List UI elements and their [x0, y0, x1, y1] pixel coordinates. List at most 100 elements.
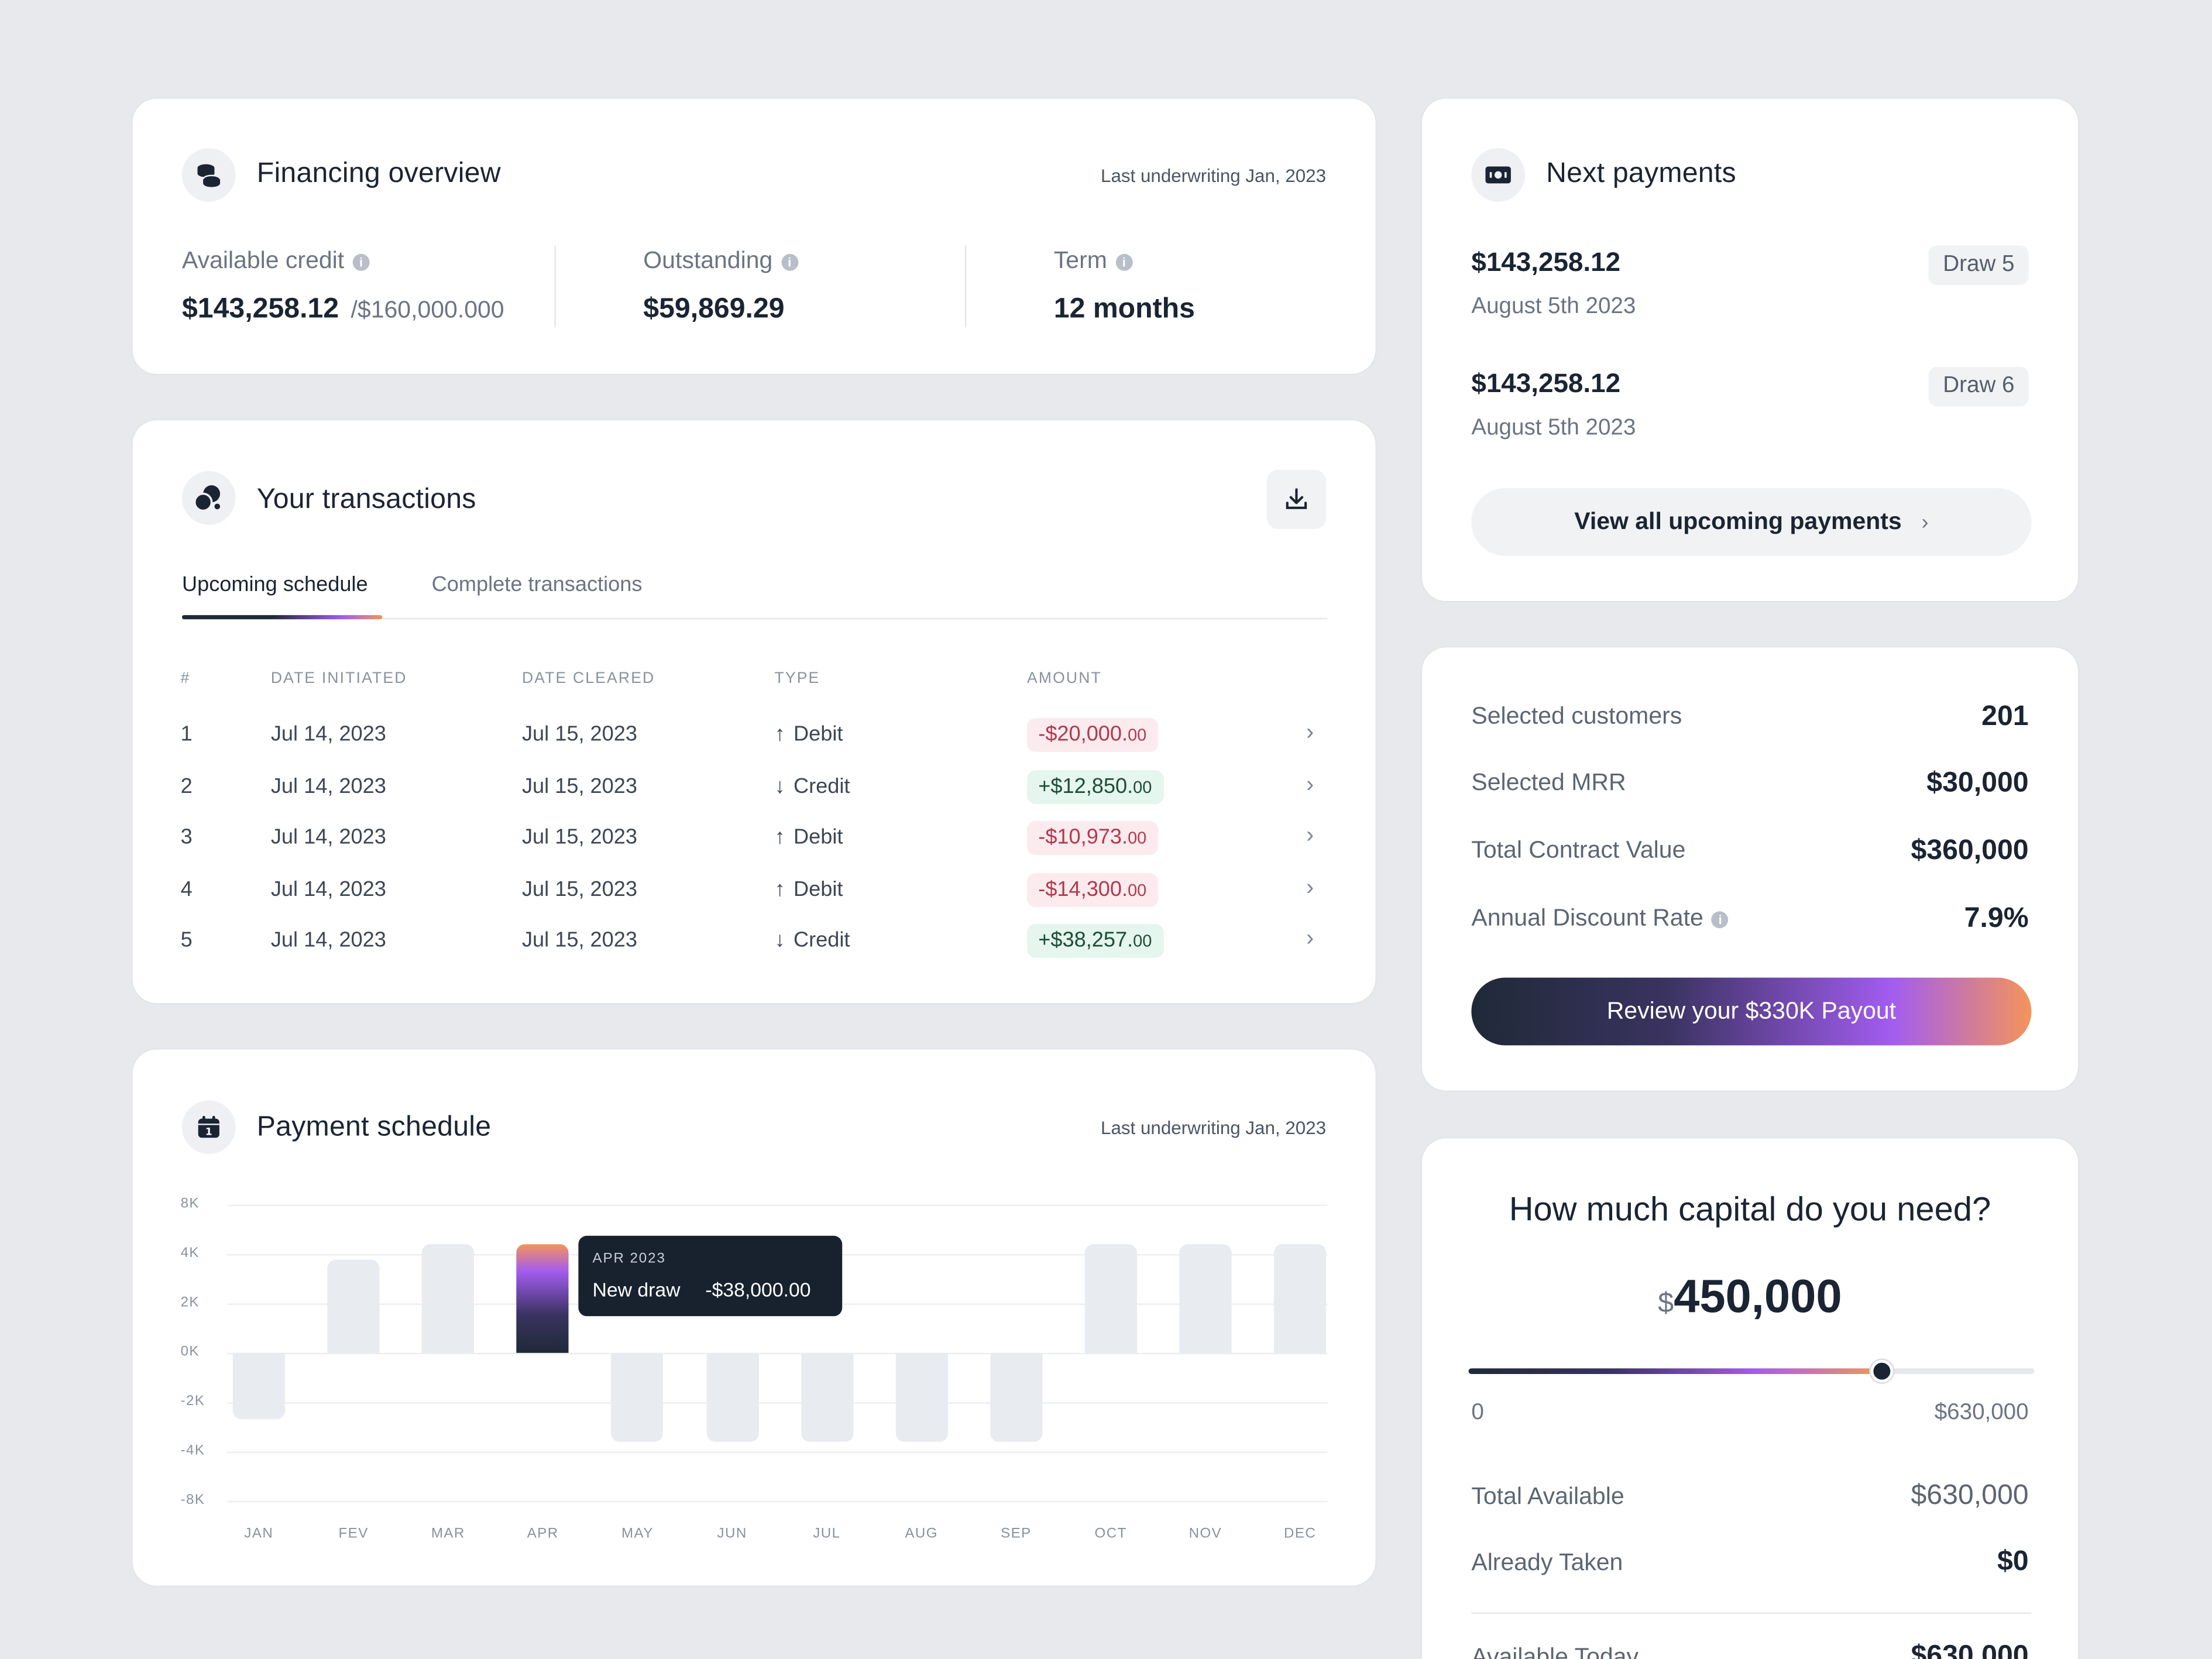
- tooltip-month: APR 2023: [592, 1251, 666, 1267]
- last-underwriting: Last underwriting Jan, 2023: [1101, 165, 1327, 187]
- arrow-down-icon: ↓: [774, 928, 785, 953]
- info-icon[interactable]: i: [1712, 911, 1729, 929]
- cash-icon: [1471, 148, 1525, 202]
- chart-bar[interactable]: [801, 1352, 853, 1442]
- chevron-right-icon[interactable]: ›: [1306, 720, 1314, 745]
- payout-summary-card: Selected customers 201 Selected MRR $30,…: [1420, 646, 2080, 1092]
- transactions-title: Your transactions: [256, 483, 476, 515]
- chart-bar[interactable]: [706, 1352, 758, 1442]
- chart-bar[interactable]: [895, 1352, 948, 1442]
- outstanding-value: $59,869.29: [643, 293, 785, 325]
- amount-badge: +$38,257.00: [1026, 924, 1163, 958]
- transaction-type: ↓ Credit: [774, 928, 850, 953]
- gridline: [227, 1500, 1328, 1503]
- row-number: 5: [180, 928, 193, 953]
- total-available-label: Total Available: [1471, 1482, 1624, 1510]
- x-tick-label: FEV: [338, 1526, 369, 1542]
- chart-bar[interactable]: [232, 1352, 285, 1420]
- arrow-up-icon: ↑: [774, 825, 785, 850]
- date-initiated: Jul 14, 2023: [270, 722, 386, 747]
- arrow-up-icon: ↑: [774, 722, 785, 747]
- chevron-right-icon[interactable]: ›: [1306, 772, 1314, 796]
- chevron-right-icon[interactable]: ›: [1306, 926, 1314, 951]
- tab-upcoming-schedule[interactable]: Upcoming schedule: [181, 572, 368, 597]
- view-all-payments-button[interactable]: View all upcoming payments ›: [1471, 488, 2032, 556]
- tooltip-label: New draw: [592, 1278, 681, 1301]
- info-icon[interactable]: i: [1115, 253, 1133, 271]
- capital-divider: [1471, 1612, 2032, 1614]
- info-icon[interactable]: i: [352, 253, 370, 271]
- y-tick-label: 2K: [180, 1295, 200, 1311]
- chevron-right-icon[interactable]: ›: [1306, 823, 1314, 848]
- available-credit-value: $143,258.12 /$160,000.000: [181, 293, 504, 325]
- coins-icon: [181, 148, 236, 202]
- download-button[interactable]: [1266, 469, 1327, 530]
- chart-bar[interactable]: [422, 1244, 475, 1353]
- gridline: [227, 1352, 1328, 1355]
- svg-text:1: 1: [205, 1125, 212, 1137]
- x-tick-label: JUL: [813, 1526, 841, 1542]
- divider: [554, 245, 556, 328]
- x-tick-label: JAN: [244, 1526, 274, 1542]
- amount-badge: -$14,300.00: [1026, 873, 1158, 906]
- term-value: 12 months: [1053, 293, 1195, 325]
- next-payments-card: Next payments $143,258.12 August 5th 202…: [1420, 97, 2080, 603]
- already-taken-value: $0: [1997, 1546, 2029, 1578]
- chart-bar[interactable]: [990, 1352, 1043, 1442]
- slider-max-label: $630,000: [1934, 1400, 2029, 1425]
- date-initiated: Jul 14, 2023: [270, 928, 386, 953]
- financing-overview-card: Financing overview Last underwriting Jan…: [131, 97, 1377, 376]
- x-tick-label: DEC: [1284, 1526, 1317, 1542]
- capital-amount: $450,000: [1422, 1270, 2078, 1324]
- total-contract-value: $360,000: [1911, 835, 2029, 867]
- capital-slider-track[interactable]: [1468, 1359, 2035, 1383]
- transaction-type: ↑ Debit: [774, 825, 843, 850]
- selected-mrr-label: Selected MRR: [1471, 768, 1626, 796]
- amount-badge: +$12,850.00: [1026, 770, 1163, 803]
- payment-schedule-title: Payment schedule: [256, 1111, 492, 1143]
- chart-bar[interactable]: [1084, 1244, 1137, 1353]
- next-payment-date: August 5th 2023: [1471, 294, 1636, 319]
- date-cleared: Jul 15, 2023: [521, 722, 637, 747]
- payment-last-underwriting: Last underwriting Jan, 2023: [1101, 1117, 1327, 1139]
- selected-customers-value: 201: [1981, 701, 2029, 733]
- row-number: 1: [180, 722, 193, 747]
- y-tick-label: 8K: [180, 1196, 200, 1212]
- capital-slider-thumb[interactable]: [1871, 1359, 1894, 1383]
- review-payout-button[interactable]: Review your $330K Payout: [1471, 977, 2032, 1046]
- chart-bar[interactable]: [1274, 1244, 1327, 1353]
- arrow-down-icon: ↓: [774, 774, 785, 798]
- x-tick-label: AUG: [905, 1526, 938, 1542]
- chevron-right-icon[interactable]: ›: [1306, 875, 1314, 899]
- chart-bar[interactable]: [1179, 1244, 1232, 1353]
- transaction-type: ↑ Debit: [774, 877, 843, 901]
- x-tick-label: APR: [527, 1526, 559, 1542]
- y-tick-label: 0K: [180, 1344, 200, 1360]
- capital-amount-value: 450,000: [1674, 1269, 1842, 1322]
- active-tab-indicator: [181, 615, 383, 620]
- available-today-value: $630,000: [1911, 1640, 2029, 1659]
- chart-bar[interactable]: [327, 1259, 380, 1353]
- date-cleared: Jul 15, 2023: [521, 877, 637, 901]
- info-icon[interactable]: i: [781, 253, 798, 271]
- draw-badge: Draw 5: [1929, 245, 2029, 285]
- transactions-card: Your transactions Upcoming schedule Comp…: [131, 418, 1377, 1005]
- download-icon: [1286, 488, 1307, 509]
- tab-complete-transactions[interactable]: Complete transactions: [431, 572, 643, 597]
- chart-bar[interactable]: [611, 1352, 664, 1442]
- row-number: 4: [180, 877, 193, 901]
- total-available-value: $630,000: [1911, 1479, 2029, 1511]
- gridline: [227, 1402, 1328, 1404]
- chart-bar[interactable]: [517, 1244, 569, 1353]
- draw-badge: Draw 6: [1929, 366, 2029, 407]
- x-tick-label: NOV: [1189, 1526, 1222, 1542]
- available-today-label: Available Today: [1471, 1643, 1639, 1659]
- transaction-type: ↓ Credit: [774, 774, 850, 798]
- date-cleared: Jul 15, 2023: [521, 774, 637, 798]
- slider-min-label: 0: [1471, 1400, 1484, 1425]
- x-tick-label: MAY: [621, 1526, 654, 1542]
- total-contract-value-label: Total Contract Value: [1471, 836, 1686, 864]
- amount-badge: -$10,973.00: [1026, 821, 1158, 855]
- term-label: Term i: [1054, 247, 1133, 275]
- gridline: [227, 1451, 1328, 1454]
